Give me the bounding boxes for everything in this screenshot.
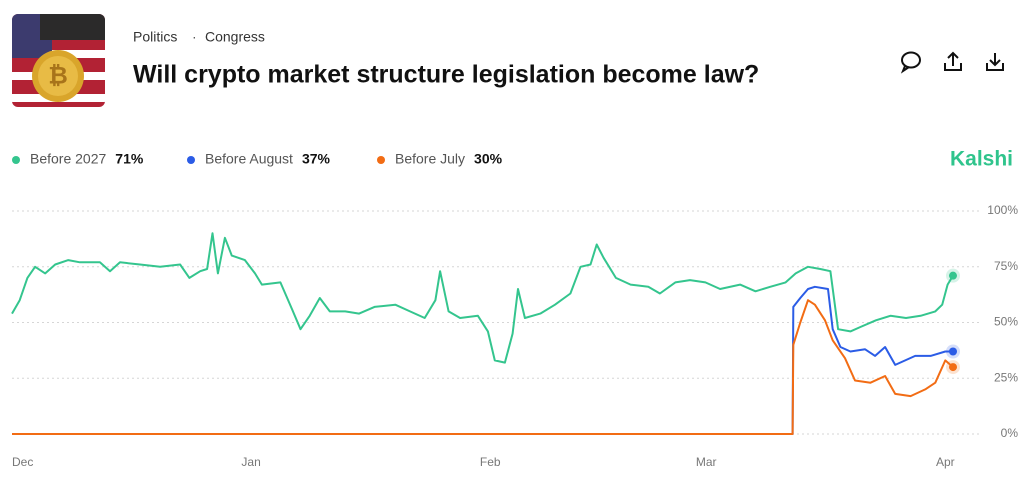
legend: Before 2027 71% Before August 37% Before Jul… (12, 151, 503, 167)
plot: 0% 25% 50% 75% 100% Dec Jan Feb Mar Apr (11, 203, 1019, 469)
download-button[interactable] (986, 53, 1004, 71)
share-button[interactable] (944, 51, 962, 71)
legend-name: Before 2027 (30, 151, 106, 167)
series-line (12, 285, 953, 435)
separator: · (192, 29, 197, 45)
comment-button[interactable] (900, 51, 921, 74)
y-tick-label: 50% (994, 315, 1018, 329)
y-tick-label: 0% (1001, 426, 1019, 440)
legend-value: 30% (474, 151, 503, 167)
end-point (949, 271, 957, 280)
y-tick-label: 75% (994, 259, 1018, 273)
legend-name: Before July (395, 151, 465, 167)
legend-dot (12, 156, 20, 164)
thumbnail: ₿ (12, 14, 105, 107)
y-tick-label: 25% (994, 370, 1018, 384)
legend-name: Before August (205, 151, 293, 167)
x-tick-label: Feb (480, 455, 501, 469)
series-line (11, 232, 954, 364)
legend-dot (377, 156, 385, 164)
market-title: Will crypto market structure legislation… (133, 61, 759, 89)
x-tick-label: Apr (936, 455, 955, 469)
end-point (949, 363, 957, 372)
y-tick-label: 100% (987, 203, 1018, 217)
brand-logo[interactable]: Kalshi (950, 148, 1013, 171)
x-tick-label: Jan (241, 455, 260, 469)
legend-value: 71% (115, 151, 144, 167)
category[interactable]: Politics (133, 29, 177, 45)
legend-value: 37% (302, 151, 331, 167)
series-line (12, 299, 954, 435)
end-point (949, 347, 957, 356)
subcategory[interactable]: Congress (205, 29, 265, 45)
x-tick-label: Mar (696, 455, 717, 469)
x-tick-label: Dec (12, 455, 33, 469)
svg-text:₿: ₿ (48, 62, 68, 89)
legend-dot (187, 156, 195, 164)
